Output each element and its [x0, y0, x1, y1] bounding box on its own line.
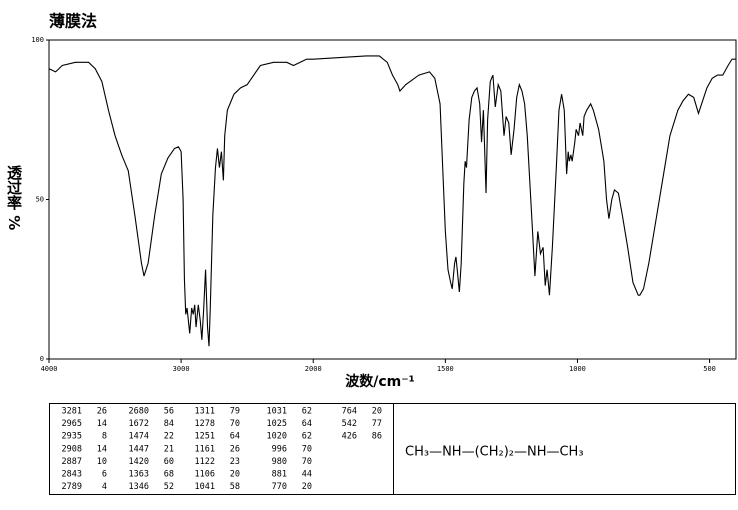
peak-wavenumber: 1672 [129, 419, 149, 429]
peak-wavenumber: 1106 [195, 470, 215, 480]
x-tick-label: 2000 [305, 365, 322, 373]
peak-wavenumber: 1420 [129, 457, 149, 467]
peak-transmittance: 8 [102, 432, 107, 442]
spectrum-line [48, 55, 736, 347]
peak-wavenumber: 1363 [129, 470, 149, 480]
peak-wavenumber: 2935 [62, 432, 82, 442]
formula: CH₃—NH—(CH₂)₂—NH—CH₃ [405, 445, 584, 460]
peak-wavenumber: 1474 [129, 432, 149, 442]
peak-transmittance: 68 [164, 470, 174, 480]
peak-transmittance: 20 [230, 470, 240, 480]
peak-transmittance: 26 [230, 444, 240, 454]
y-tick-label: 0 [40, 355, 44, 363]
y-axis-label: 透过率 % [5, 165, 23, 231]
peak-wavenumber: 2789 [62, 482, 82, 492]
peak-wavenumber: 1122 [195, 457, 215, 467]
plot-frame [48, 39, 737, 360]
peak-wavenumber: 1041 [195, 482, 215, 492]
peak-wavenumber: 2965 [62, 419, 82, 429]
peak-wavenumber: 1251 [195, 432, 215, 442]
peak-wavenumber: 881 [272, 470, 287, 480]
peak-transmittance: 10 [97, 457, 107, 467]
peak-wavenumber: 426 [342, 432, 357, 442]
peak-transmittance: 52 [164, 482, 174, 492]
peak-wavenumber: 1025 [267, 419, 287, 429]
peak-transmittance: 79 [230, 407, 240, 417]
peak-wavenumber: 1346 [129, 482, 149, 492]
peak-transmittance: 4 [102, 482, 107, 492]
peak-wavenumber: 1447 [129, 444, 149, 454]
peak-wavenumber: 1161 [195, 444, 215, 454]
peak-transmittance: 22 [164, 432, 174, 442]
peak-transmittance: 64 [302, 419, 312, 429]
y-tick-label: 100 [31, 36, 44, 44]
peak-transmittance: 20 [302, 482, 312, 492]
peak-transmittance: 60 [164, 457, 174, 467]
peak-transmittance: 14 [97, 419, 107, 429]
peak-transmittance: 62 [302, 432, 312, 442]
peak-wavenumber: 1031 [267, 407, 287, 417]
x-tick-label: 500 [703, 365, 716, 373]
peak-transmittance: 56 [164, 407, 174, 417]
peak-wavenumber: 980 [272, 457, 287, 467]
peak-wavenumber: 2843 [62, 470, 82, 480]
peak-transmittance: 21 [164, 444, 174, 454]
peak-transmittance: 14 [97, 444, 107, 454]
peak-transmittance: 70 [230, 419, 240, 429]
peak-transmittance: 6 [102, 470, 107, 480]
peak-transmittance: 26 [97, 407, 107, 417]
peak-transmittance: 58 [230, 482, 240, 492]
peak-transmittance: 70 [302, 444, 312, 454]
peak-wavenumber: 770 [272, 482, 287, 492]
peak-wavenumber: 1311 [195, 407, 215, 417]
chart-title: 薄膜法 [49, 12, 97, 31]
peak-transmittance: 64 [230, 432, 240, 442]
peak-transmittance: 77 [372, 419, 382, 429]
peak-wavenumber: 542 [342, 419, 357, 429]
peak-transmittance: 84 [164, 419, 174, 429]
peak-wavenumber: 2887 [62, 457, 82, 467]
y-tick-label: 50 [36, 196, 44, 204]
x-tick-label: 3000 [173, 365, 190, 373]
peak-wavenumber: 2680 [129, 407, 149, 417]
peak-transmittance: 23 [230, 457, 240, 467]
peak-transmittance: 20 [372, 407, 382, 417]
peak-wavenumber: 2908 [62, 444, 82, 454]
x-tick-label: 1500 [437, 365, 454, 373]
peak-transmittance: 62 [302, 407, 312, 417]
peak-transmittance: 70 [302, 457, 312, 467]
peak-wavenumber: 1278 [195, 419, 215, 429]
x-tick-label: 1000 [569, 365, 586, 373]
peak-wavenumber: 3281 [62, 407, 82, 417]
peak-wavenumber: 764 [342, 407, 357, 417]
peak-wavenumber: 1020 [267, 432, 287, 442]
x-axis-label: 波数/cm⁻¹ [345, 373, 415, 390]
x-tick-label: 4000 [41, 365, 58, 373]
peak-transmittance: 44 [302, 470, 312, 480]
peak-transmittance: 86 [372, 432, 382, 442]
table-frame [49, 403, 736, 495]
peak-wavenumber: 996 [272, 444, 287, 454]
